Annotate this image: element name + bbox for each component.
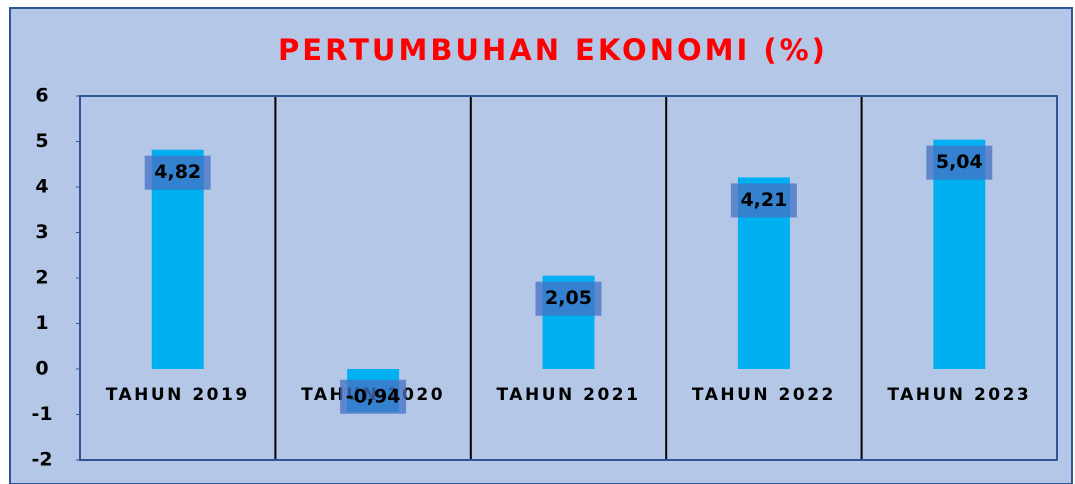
x-tick-label: TAHUN 2023: [887, 385, 1031, 405]
chart-title: PERTUMBUHAN EKONOMI (%): [278, 33, 828, 67]
plot-border: [79, 95, 1058, 461]
data-label: 2,05: [545, 287, 592, 309]
data-label: 4,82: [154, 161, 201, 183]
y-tick-label: -2: [31, 449, 52, 471]
data-label: 4,21: [740, 189, 787, 211]
data-label-box: [535, 281, 602, 316]
y-tick-label: 0: [35, 358, 48, 380]
data-label-box: [926, 145, 993, 180]
data-label-box: [730, 183, 797, 218]
data-label-box: [340, 379, 407, 414]
data-label-box: [144, 155, 211, 190]
data-label: 5,04: [936, 151, 983, 173]
y-tick-label: 2: [35, 267, 48, 289]
data-label: -0,94: [346, 385, 401, 407]
y-tick-label: -1: [31, 403, 52, 425]
y-tick-label: 1: [35, 312, 48, 334]
y-tick-label: 4: [35, 176, 48, 198]
x-tick-label: TAHUN 2019: [106, 385, 250, 405]
x-tick-label: TAHUN 2021: [497, 385, 641, 405]
y-tick-label: 6: [35, 85, 48, 107]
y-tick-label: 3: [35, 221, 48, 243]
x-tick-label: TAHUN 2022: [692, 385, 836, 405]
y-tick-label: 5: [35, 130, 48, 152]
